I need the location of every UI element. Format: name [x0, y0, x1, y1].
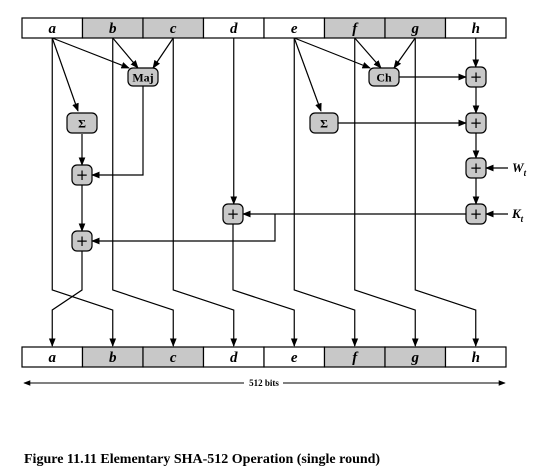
wire-c-to-d: [172, 38, 238, 347]
adder-a2-symbol: +: [76, 232, 89, 250]
wire-g-to-ch: [393, 37, 416, 69]
bottom-register-label-a: a: [49, 350, 57, 366]
top-register-label-e: e: [291, 21, 298, 37]
adder-a1: [71, 164, 93, 186]
top-register-label-h: h: [472, 21, 480, 37]
wire-g-to-h: [414, 38, 480, 347]
k-input-label-subscript: t: [521, 214, 524, 224]
bottom-register-label-c: c: [170, 350, 177, 366]
adder-d-symbol: +: [227, 205, 240, 223]
wire-e-to-ch: [294, 37, 371, 69]
wire-a-to-maj: [52, 37, 130, 69]
maj-function-box: [127, 67, 159, 87]
wire-t1-to-a: [91, 214, 276, 245]
adder-h3: [465, 157, 487, 179]
ch-function-box: [368, 67, 400, 87]
adder-h3-symbol: +: [470, 159, 483, 177]
top-register-label-f: f: [352, 21, 359, 37]
wire-a-to-sigma: [51, 37, 79, 112]
adder-d: [222, 203, 244, 225]
wires: [48, 37, 508, 347]
sigma-e-box-label: Σ: [320, 117, 328, 131]
width-label: 512 bits: [249, 378, 279, 388]
bottom-register-label-b: b: [109, 350, 117, 366]
bottom-register-label-h: h: [472, 350, 480, 366]
adder-h2: [465, 112, 487, 134]
wire-f-to-g: [354, 38, 419, 347]
w-input-label-subscript: t: [524, 168, 527, 178]
top-register-row: a b c d e f g h: [21, 17, 507, 39]
sigma-a-box: [66, 112, 98, 134]
wire-b-to-c: [112, 38, 177, 347]
top-register-label-a: a: [49, 21, 57, 37]
adder-h1: [465, 66, 487, 88]
adder-a1-symbol: +: [76, 166, 89, 184]
wire-b-to-maj: [112, 37, 139, 69]
adder-h4-symbol: +: [470, 205, 483, 223]
adder-a2: [71, 230, 93, 252]
bottom-register-label-d: d: [230, 350, 238, 366]
sigma-e-box: [309, 112, 339, 134]
maj-function-box-label: Maj: [132, 71, 153, 85]
wire-a-to-b: [51, 38, 117, 347]
adder-h1-symbol: +: [470, 68, 483, 86]
bottom-register-row: a b c d e f g h: [21, 346, 507, 368]
wire-new-a: [48, 251, 83, 347]
bottom-register-label-f: f: [352, 350, 359, 366]
function-nodes: Maj Ch Σ Σ + + + + + + + Wt Kt: [66, 66, 527, 252]
top-register-label-g: g: [411, 21, 420, 37]
width-indicator: 512 bits: [23, 378, 506, 388]
ch-function-box-label: Ch: [376, 71, 392, 85]
k-input-label: Kt: [511, 206, 524, 224]
top-register-label-b: b: [109, 21, 117, 37]
adder-h2-symbol: +: [470, 114, 483, 132]
w-input-label: Wt: [512, 160, 527, 178]
wire-c-to-maj: [152, 37, 174, 69]
wire-e-to-sigma: [293, 37, 322, 112]
wire-e-to-f: [293, 38, 359, 347]
sigma-a-box-label: Σ: [78, 117, 86, 131]
adder-h4: [465, 203, 487, 225]
wire-f-to-ch: [354, 37, 382, 69]
bottom-register-h: [444, 346, 507, 368]
figure-caption: Figure 11.11 Elementary SHA-512 Operatio…: [24, 452, 381, 467]
wire-maj-to-adder: [91, 86, 144, 179]
bottom-register-label-e: e: [291, 350, 298, 366]
top-register-label-d: d: [230, 21, 238, 37]
bottom-register-label-g: g: [411, 350, 420, 366]
top-register-label-c: c: [170, 21, 177, 37]
wire-new-e: [232, 224, 298, 347]
